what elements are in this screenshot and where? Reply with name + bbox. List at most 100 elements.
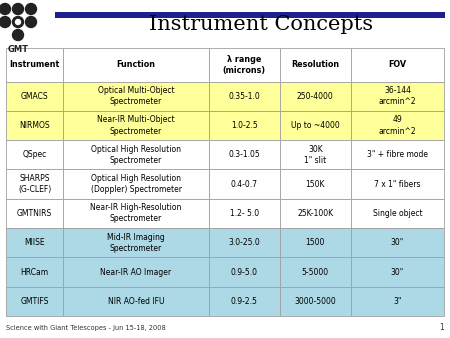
Bar — [63, 257, 208, 287]
Bar — [280, 81, 351, 111]
Text: Science with Giant Telescopes - Jun 15-18, 2008: Science with Giant Telescopes - Jun 15-1… — [6, 325, 166, 331]
Text: NIR AO-fed IFU: NIR AO-fed IFU — [108, 297, 164, 306]
Bar — [63, 48, 208, 81]
Text: GMT: GMT — [8, 45, 28, 53]
Bar — [6, 81, 63, 111]
Text: Optical High Resolution
(Doppler) Spectrometer: Optical High Resolution (Doppler) Spectr… — [90, 174, 181, 194]
Bar — [280, 140, 351, 169]
Text: SHARPS
(G-CLEF): SHARPS (G-CLEF) — [18, 174, 51, 194]
Bar — [208, 48, 280, 81]
Text: 0.9-5.0: 0.9-5.0 — [231, 268, 258, 276]
Bar — [55, 13, 445, 18]
Text: NIRMOS: NIRMOS — [19, 121, 50, 130]
Bar — [280, 48, 351, 81]
Circle shape — [26, 3, 36, 15]
Text: Resolution: Resolution — [291, 60, 339, 69]
Bar — [351, 48, 444, 81]
Bar — [63, 111, 208, 140]
Circle shape — [13, 29, 23, 41]
Bar — [63, 169, 208, 199]
Text: 5-5000: 5-5000 — [302, 268, 329, 276]
Bar — [208, 199, 280, 228]
Text: 7 x 1" fibers: 7 x 1" fibers — [374, 179, 421, 189]
Bar — [6, 111, 63, 140]
Bar — [351, 169, 444, 199]
Bar — [208, 140, 280, 169]
Text: QSpec: QSpec — [22, 150, 47, 159]
Bar — [6, 169, 63, 199]
Circle shape — [26, 17, 36, 27]
Text: GMACS: GMACS — [21, 92, 49, 101]
Bar — [63, 228, 208, 257]
Text: 1.2- 5.0: 1.2- 5.0 — [230, 209, 259, 218]
Text: Single object: Single object — [373, 209, 422, 218]
Bar — [63, 287, 208, 316]
Circle shape — [13, 3, 23, 15]
Text: Function: Function — [117, 60, 156, 69]
Text: HRCam: HRCam — [21, 268, 49, 276]
Text: 1.0-2.5: 1.0-2.5 — [231, 121, 257, 130]
Text: Near-IR AO Imager: Near-IR AO Imager — [100, 268, 171, 276]
Bar — [6, 48, 63, 81]
Text: Optical Multi-Object
Spectrometer: Optical Multi-Object Spectrometer — [98, 86, 174, 106]
Text: Instrument Concepts: Instrument Concepts — [149, 16, 373, 34]
Bar — [351, 199, 444, 228]
Bar — [208, 81, 280, 111]
Text: 3000-5000: 3000-5000 — [294, 297, 336, 306]
Bar — [208, 228, 280, 257]
Text: 3" + fibre mode: 3" + fibre mode — [367, 150, 428, 159]
Bar — [63, 81, 208, 111]
Bar — [208, 257, 280, 287]
Text: 1: 1 — [439, 323, 444, 333]
Text: 36-144
arcmin^2: 36-144 arcmin^2 — [378, 86, 416, 106]
Circle shape — [13, 17, 23, 27]
Text: 49
arcmin^2: 49 arcmin^2 — [378, 115, 416, 136]
Bar — [351, 257, 444, 287]
Bar — [6, 199, 63, 228]
Bar — [351, 287, 444, 316]
Bar — [280, 111, 351, 140]
Text: 1500: 1500 — [306, 238, 325, 247]
Text: 30": 30" — [391, 268, 404, 276]
Text: Optical High Resolution
Spectrometer: Optical High Resolution Spectrometer — [91, 145, 181, 165]
Bar — [6, 228, 63, 257]
Bar — [6, 257, 63, 287]
Bar — [63, 199, 208, 228]
Text: 0.4-0.7: 0.4-0.7 — [231, 179, 258, 189]
Text: MIISE: MIISE — [24, 238, 45, 247]
Text: 30K
1" slit: 30K 1" slit — [304, 145, 326, 165]
Bar — [6, 287, 63, 316]
Text: 250-4000: 250-4000 — [297, 92, 334, 101]
Bar — [6, 140, 63, 169]
Text: 150K: 150K — [306, 179, 325, 189]
Bar — [208, 169, 280, 199]
Text: 30": 30" — [391, 238, 404, 247]
Text: 0.3-1.05: 0.3-1.05 — [228, 150, 260, 159]
Text: 0.9-2.5: 0.9-2.5 — [231, 297, 257, 306]
Text: 3": 3" — [393, 297, 402, 306]
Bar — [351, 81, 444, 111]
Text: FOV: FOV — [388, 60, 406, 69]
Bar — [63, 140, 208, 169]
Text: Mid-IR Imaging
Spectrometer: Mid-IR Imaging Spectrometer — [107, 233, 165, 253]
Bar — [208, 111, 280, 140]
Circle shape — [15, 20, 21, 24]
Bar — [351, 228, 444, 257]
Circle shape — [0, 17, 10, 27]
Text: 0.35-1.0: 0.35-1.0 — [228, 92, 260, 101]
Bar — [280, 169, 351, 199]
Bar — [280, 199, 351, 228]
Bar — [280, 257, 351, 287]
Text: GMTNIRS: GMTNIRS — [17, 209, 52, 218]
Text: GMTIFS: GMTIFS — [21, 297, 49, 306]
Text: Near-IR High-Resolution
Spectrometer: Near-IR High-Resolution Spectrometer — [90, 203, 182, 223]
Text: Instrument: Instrument — [9, 60, 60, 69]
Bar — [351, 111, 444, 140]
Text: Near-IR Multi-Object
Spectrometer: Near-IR Multi-Object Spectrometer — [97, 115, 175, 136]
Bar — [208, 287, 280, 316]
Bar — [280, 228, 351, 257]
Text: Up to ~4000: Up to ~4000 — [291, 121, 340, 130]
Text: 3.0-25.0: 3.0-25.0 — [228, 238, 260, 247]
Bar — [351, 140, 444, 169]
Text: λ range
(microns): λ range (microns) — [223, 55, 266, 75]
